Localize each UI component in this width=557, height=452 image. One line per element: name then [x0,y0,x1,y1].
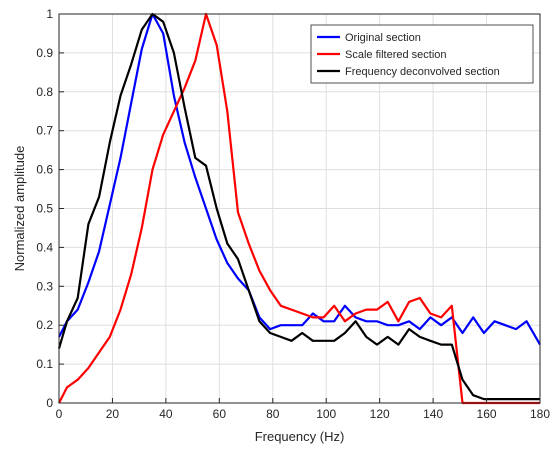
x-tick-label: 60 [213,407,227,421]
y-tick-label: 1 [46,7,53,21]
y-tick-label: 0.8 [36,85,53,99]
y-tick-label: 0.1 [36,357,53,371]
x-tick-label: 180 [530,407,550,421]
y-tick-label: 0.7 [36,124,53,138]
y-tick-label: 0.5 [36,202,53,216]
x-axis-label: Frequency (Hz) [255,429,345,444]
x-tick-label: 0 [56,407,63,421]
y-tick-label: 0.3 [36,279,53,293]
series-layer [57,12,541,405]
x-tick-label: 100 [316,407,336,421]
series-line-scale-filtered [58,12,540,405]
x-tick-label: 80 [266,407,280,421]
x-tick-label: 40 [159,407,173,421]
legend-label-original: Original section [345,32,421,44]
y-tick-label: 0.6 [36,163,53,177]
x-tick-label: 120 [370,407,390,421]
legend-label-deconvolved: Frequency deconvolved section [345,66,500,78]
y-tick-label: 0.4 [36,240,53,254]
legend-box [310,24,534,84]
y-tick-label: 0.2 [36,318,53,332]
x-tick-label: 160 [477,407,497,421]
y-axis-label: Normalized amplitude [12,146,27,272]
x-tick-label: 140 [423,407,443,421]
legend: Original section Scale filtered section … [310,24,534,84]
axes: 0 20 40 60 80 100 120 140 160 180 0 0.1 0.2 0.3 0.4 0.5… [36,7,550,421]
y-tick-label: 0 [46,396,53,410]
y-tick-label: 0.9 [36,46,53,60]
x-tick-label: 20 [106,407,120,421]
legend-label-scale-filtered: Scale filtered section [345,49,447,61]
series-line-original [58,12,541,346]
series-line-deconvolved [57,12,540,401]
